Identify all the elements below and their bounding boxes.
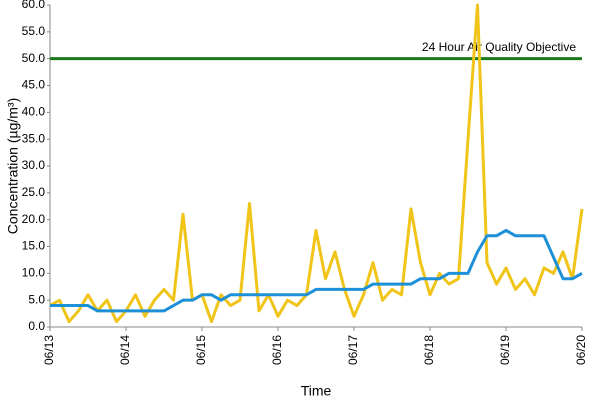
y-tick-label: 40.0 <box>22 105 46 119</box>
series-line <box>49 3 584 324</box>
y-axis-title: Concentration (µg/m³) <box>5 98 21 234</box>
y-tick-label: 55.0 <box>22 24 46 38</box>
x-tick-label: 06/19 <box>498 335 512 365</box>
x-tick-label: 06/13 <box>42 335 56 365</box>
x-tick-label: 06/15 <box>194 335 208 365</box>
y-tick-label: 45.0 <box>22 78 46 92</box>
x-axis-title: Time <box>301 383 332 399</box>
x-tick-label: 06/16 <box>270 335 284 365</box>
x-tick-label: 06/14 <box>118 335 132 365</box>
y-tick-label: 60.0 <box>22 0 46 11</box>
y-tick-label: 0.0 <box>28 319 45 333</box>
x-tick-label: 06/18 <box>422 335 436 365</box>
y-tick-label: 30.0 <box>22 158 46 172</box>
y-tick-label: 20.0 <box>22 212 46 226</box>
x-tick-label: 06/17 <box>346 335 360 365</box>
series-line <box>50 228 583 313</box>
y-tick-label: 10.0 <box>22 266 46 280</box>
y-tick-label: 5.0 <box>28 292 45 306</box>
x-tick-label: 06/20 <box>574 335 588 365</box>
y-tick-label: 15.0 <box>22 239 46 253</box>
y-tick-label: 50.0 <box>22 51 46 65</box>
y-tick-label: 35.0 <box>22 131 46 145</box>
objective-label: 24 Hour Air Quality Objective <box>422 40 576 54</box>
y-tick-label: 25.0 <box>22 185 46 199</box>
